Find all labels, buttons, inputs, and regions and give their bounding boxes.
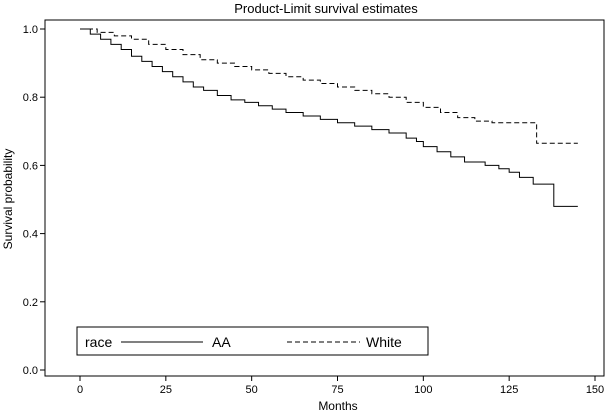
- y-tick-label: 1.0: [23, 24, 38, 36]
- y-axis-label: Survival probability: [1, 149, 15, 250]
- legend-title: race: [85, 334, 112, 350]
- x-tick-label: 125: [500, 384, 518, 396]
- series-line-white: [80, 28, 578, 144]
- x-tick-label: 0: [77, 384, 83, 396]
- y-tick-label: 0.4: [23, 229, 38, 241]
- legend-label-white: White: [366, 334, 402, 350]
- legend: race AA White: [76, 326, 429, 356]
- legend-label-aa: AA: [212, 334, 231, 350]
- y-tick-label: 0.0: [23, 365, 38, 377]
- x-axis-label: Months: [318, 399, 357, 413]
- y-tick-label: 0.8: [23, 92, 38, 104]
- x-tick-label: 25: [160, 384, 172, 396]
- plot-frame: [44, 19, 605, 377]
- y-tick-label: 0.6: [23, 160, 38, 172]
- x-tick-label: 150: [586, 384, 604, 396]
- legend-box: [76, 326, 429, 356]
- x-tick-label: 50: [246, 384, 258, 396]
- x-tick-label: 100: [414, 384, 432, 396]
- series-layer: [80, 28, 578, 207]
- series-line-aa: [80, 28, 578, 207]
- y-axis: 0.0 0.2 0.4 0.6 0.8 1.0: [23, 24, 45, 377]
- x-tick-label: 75: [331, 384, 343, 396]
- y-tick-label: 0.2: [23, 297, 38, 309]
- x-axis: 0 25 50 75 100 125 150: [77, 376, 604, 396]
- chart-title: Product-Limit survival estimates: [234, 1, 418, 16]
